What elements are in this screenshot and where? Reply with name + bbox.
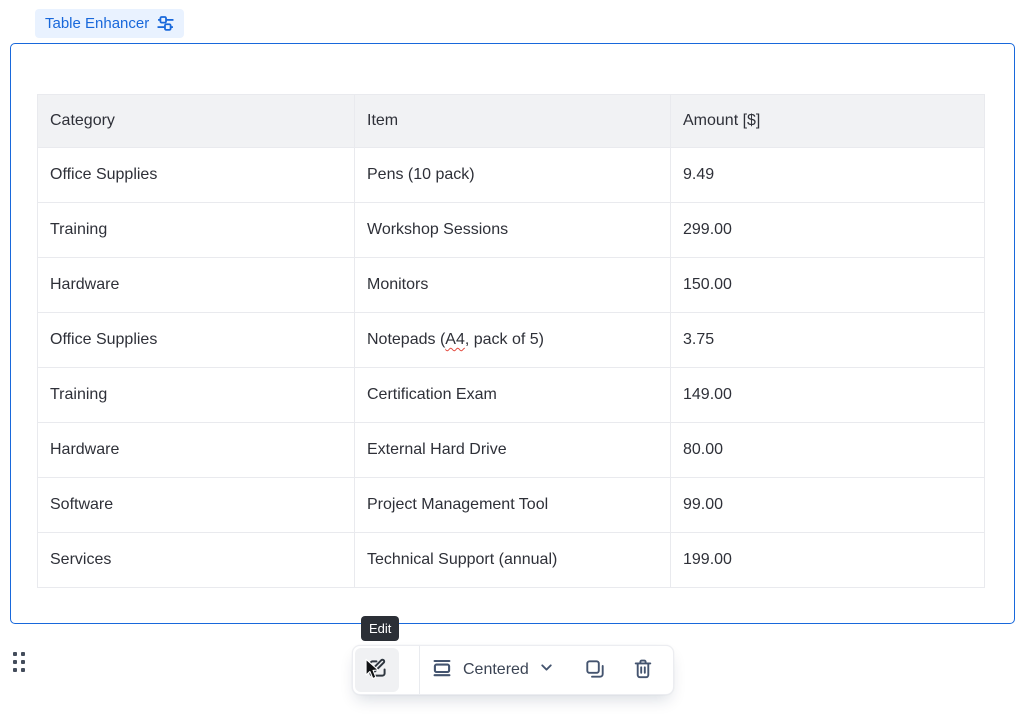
table-cell: Office Supplies	[37, 147, 355, 203]
macro-selection-frame[interactable]: Category Item Amount [$] Office Supplies…	[10, 43, 1015, 624]
table-row: Hardware External Hard Drive 80.00	[37, 422, 985, 478]
toolbar-edit-section	[353, 646, 419, 694]
table-cell: Software	[37, 477, 355, 533]
table-cell: 99.00	[670, 477, 985, 533]
table-cell: Training	[37, 367, 355, 423]
edit-button[interactable]	[355, 648, 399, 692]
macro-badge-label: Table Enhancer	[45, 15, 150, 32]
table-cell: Certification Exam	[354, 367, 671, 423]
table-cell: Pens (10 pack)	[354, 147, 671, 203]
table-cell: Training	[37, 202, 355, 258]
sliders-icon	[157, 15, 174, 32]
table-cell: 199.00	[670, 532, 985, 588]
table-cell: 9.49	[670, 147, 985, 203]
edit-pencil-icon	[365, 656, 390, 684]
table-cell: External Hard Drive	[354, 422, 671, 478]
table-row: Training Workshop Sessions 299.00	[37, 202, 985, 258]
table-body: Office Supplies Pens (10 pack) 9.49 Trainin…	[37, 147, 985, 588]
layout-dropdown[interactable]: Centered	[430, 656, 555, 685]
table-cell: Technical Support (annual)	[354, 532, 671, 588]
table-row: Training Certification Exam 149.00	[37, 367, 985, 423]
trash-icon	[631, 657, 655, 684]
layout-dropdown-label: Centered	[463, 661, 529, 678]
edit-tooltip: Edit	[361, 616, 400, 641]
table-row: Software Project Management Tool 99.00	[37, 477, 985, 533]
table-row: Office Supplies Notepads (A4, pack of 5) 3…	[37, 312, 985, 368]
table-row: Services Technical Support (annual) 199.00	[37, 532, 985, 588]
macro-badge-table-enhancer[interactable]: Table Enhancer	[35, 9, 185, 38]
table-cell: Services	[37, 532, 355, 588]
table-cell: Hardware	[37, 257, 355, 313]
table-cell: 299.00	[670, 202, 985, 258]
table-cell: 149.00	[670, 367, 985, 423]
table-cell: Monitors	[354, 257, 671, 313]
table-cell: 150.00	[670, 257, 985, 313]
copy-button[interactable]	[583, 657, 607, 684]
drag-handle-icon[interactable]	[13, 652, 25, 672]
column-header-item: Item	[354, 94, 671, 148]
table-cell: 80.00	[670, 422, 985, 478]
table-cell: Office Supplies	[37, 312, 355, 368]
toolbar-options-section: Centered	[420, 646, 673, 694]
copy-icon	[583, 657, 607, 684]
table-cell: Project Management Tool	[354, 477, 671, 533]
table-cell: Workshop Sessions	[354, 202, 671, 258]
align-center-icon	[430, 656, 454, 685]
table-row: Office Supplies Pens (10 pack) 9.49	[37, 147, 985, 203]
table-cell: Notepads (A4, pack of 5)	[354, 312, 671, 368]
chevron-down-icon	[538, 659, 555, 681]
table-cell: Hardware	[37, 422, 355, 478]
enhanced-table: Category Item Amount [$] Office Supplies…	[37, 94, 985, 588]
delete-button[interactable]	[631, 657, 655, 684]
toolbar-divider	[419, 646, 420, 694]
misspelled-word: A4	[445, 331, 465, 348]
table-cell: 3.75	[670, 312, 985, 368]
table-row: Hardware Monitors 150.00	[37, 257, 985, 313]
table-header-row: Category Item Amount [$]	[37, 94, 985, 148]
column-header-category: Category	[37, 94, 355, 148]
macro-floating-toolbar: Centered	[352, 645, 674, 695]
column-header-amount: Amount [$]	[670, 94, 985, 148]
